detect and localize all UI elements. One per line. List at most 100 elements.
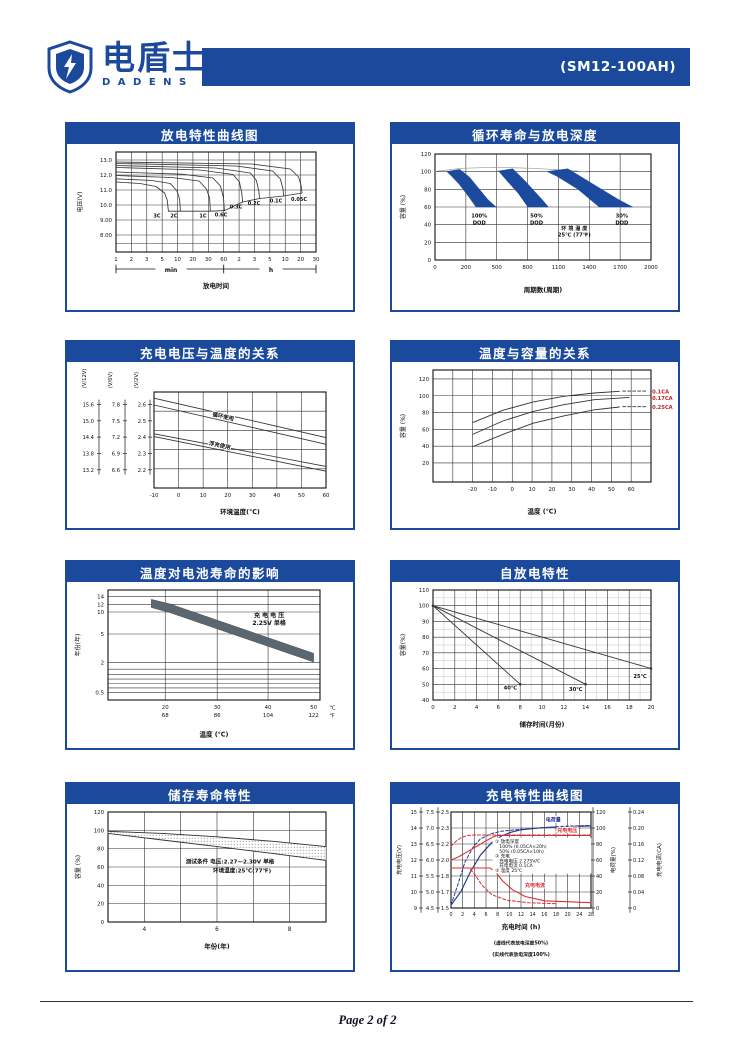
svg-text:2: 2 bbox=[237, 257, 240, 263]
svg-text:1.8: 1.8 bbox=[441, 874, 449, 880]
svg-text:104: 104 bbox=[263, 713, 274, 719]
svg-text:20: 20 bbox=[424, 240, 431, 246]
svg-text:2.5: 2.5 bbox=[441, 810, 449, 816]
page-number: Page 2 of 2 bbox=[338, 1013, 397, 1027]
svg-text:50: 50 bbox=[608, 487, 615, 493]
svg-text:0.2C: 0.2C bbox=[248, 201, 261, 207]
svg-text:13.2: 13.2 bbox=[82, 468, 94, 474]
svg-text:8: 8 bbox=[518, 705, 522, 711]
chart-panel-charge-voltage-temp: 充电电压与温度的关系 -10 0 10 20 30 40 50 60 15.6 15.0 14.4 1… bbox=[65, 340, 355, 530]
svg-text:120: 120 bbox=[421, 152, 432, 158]
svg-text:80: 80 bbox=[422, 411, 429, 417]
svg-text:电荷量: 电荷量 bbox=[546, 817, 561, 824]
svg-text:110: 110 bbox=[419, 588, 430, 594]
charge-characteristic-chart: 0 2 4 6 8 10 12 14 16 18 20 24 2815141312111097.57.0… bbox=[395, 807, 663, 958]
svg-text:4.5: 4.5 bbox=[426, 906, 434, 912]
self-discharge-chart: 0 2 4 6 8 10 12 14 16 18 20 110 100 90 80 70 60 50 40 40℃ 30… bbox=[399, 588, 655, 728]
svg-text:12: 12 bbox=[560, 705, 567, 711]
svg-text:容量 (%): 容量 (%) bbox=[399, 195, 407, 219]
svg-text:测试条件 电压:2.27—2.30V 单格: 测试条件 电压:2.27—2.30V 单格 bbox=[186, 858, 275, 866]
svg-text:温度 (℃): 温度 (℃) bbox=[199, 729, 228, 738]
svg-text:14: 14 bbox=[97, 595, 104, 601]
svg-text:14.4: 14.4 bbox=[82, 435, 94, 441]
svg-text:15: 15 bbox=[411, 810, 417, 816]
svg-text:电荷量(%): 电荷量(%) bbox=[609, 847, 617, 873]
svg-text:4: 4 bbox=[475, 705, 479, 711]
svg-text:12: 12 bbox=[518, 912, 524, 918]
svg-text:40: 40 bbox=[273, 493, 280, 499]
svg-text:0.08: 0.08 bbox=[633, 874, 644, 880]
svg-text:③ 温度 25℃: ③ 温度 25℃ bbox=[495, 867, 522, 874]
svg-text:100: 100 bbox=[419, 604, 430, 610]
svg-text:年份(年): 年份(年) bbox=[74, 634, 82, 657]
svg-text:0: 0 bbox=[101, 920, 105, 926]
svg-text:3C: 3C bbox=[153, 214, 160, 220]
svg-text:10: 10 bbox=[174, 257, 181, 263]
svg-text:13: 13 bbox=[411, 842, 417, 848]
svg-text:-10: -10 bbox=[488, 487, 497, 493]
svg-text:充电电流: 充电电流 bbox=[525, 882, 545, 889]
svg-text:12.0: 12.0 bbox=[100, 173, 113, 179]
svg-text:5.0: 5.0 bbox=[426, 890, 434, 896]
svg-text:60: 60 bbox=[596, 858, 602, 864]
svg-text:100: 100 bbox=[421, 170, 432, 176]
chart-title-self-discharge: 自放电特性 bbox=[392, 562, 678, 582]
svg-text:年份(年): 年份(年) bbox=[204, 941, 229, 950]
svg-text:充电电压: 充电电压 bbox=[557, 827, 577, 834]
svg-text:6: 6 bbox=[497, 705, 501, 711]
svg-text:9: 9 bbox=[414, 906, 417, 912]
svg-text:6.0: 6.0 bbox=[426, 858, 434, 864]
chart-title-storage-life: 储存寿命特性 bbox=[67, 784, 353, 804]
svg-text:28: 28 bbox=[588, 912, 594, 918]
svg-text:2.3: 2.3 bbox=[441, 826, 449, 832]
svg-text:0.6C: 0.6C bbox=[215, 213, 228, 219]
svg-text:2: 2 bbox=[130, 257, 133, 263]
svg-text:60: 60 bbox=[220, 257, 227, 263]
svg-text:环境温度:25℃(77℉): 环境温度:25℃(77℉) bbox=[213, 867, 272, 875]
chart-title-temp-capacity: 温度与容量的关系 bbox=[392, 342, 678, 362]
chart-panel-discharge: 放电特性曲线图 1 2 3 5 10 20 30 60 2 3 5 10 20 30 13.0 12.0 11.… bbox=[65, 122, 355, 312]
svg-text:0.1CA: 0.1CA bbox=[652, 390, 669, 396]
svg-text:50: 50 bbox=[310, 705, 317, 711]
brand-logo: 电盾士 DADENS bbox=[44, 39, 207, 94]
svg-text:1.5: 1.5 bbox=[441, 906, 449, 912]
svg-text:50%: 50% bbox=[530, 214, 543, 220]
svg-text:40: 40 bbox=[422, 698, 429, 704]
svg-text:40: 40 bbox=[265, 705, 272, 711]
chart-title-temp-life: 温度对电池寿命的影响 bbox=[67, 562, 353, 582]
svg-text:0: 0 bbox=[449, 912, 452, 918]
svg-text:2: 2 bbox=[101, 661, 104, 667]
svg-text:10: 10 bbox=[506, 912, 512, 918]
svg-text:13.0: 13.0 bbox=[100, 158, 113, 164]
svg-text:122: 122 bbox=[308, 713, 318, 719]
svg-text:20: 20 bbox=[548, 487, 555, 493]
chart-panel-temp-life: 温度对电池寿命的影响 20 30 40 50 68 86 104 122 14 12 10 5 2 0.5… bbox=[65, 560, 355, 750]
svg-text:8: 8 bbox=[288, 927, 292, 933]
svg-text:① 放电深度: ① 放电深度 bbox=[495, 838, 519, 845]
svg-text:容量(%): 容量(%) bbox=[399, 634, 407, 656]
svg-text:1700: 1700 bbox=[613, 265, 627, 271]
svg-text:10: 10 bbox=[411, 890, 417, 896]
svg-text:20: 20 bbox=[189, 257, 196, 263]
svg-text:20: 20 bbox=[565, 912, 571, 918]
svg-text:20: 20 bbox=[596, 890, 602, 896]
svg-text:40: 40 bbox=[424, 223, 431, 229]
svg-text:2.2: 2.2 bbox=[441, 842, 449, 848]
svg-text:80: 80 bbox=[596, 842, 602, 848]
svg-text:7.2: 7.2 bbox=[112, 435, 120, 441]
svg-text:2.5: 2.5 bbox=[138, 419, 146, 425]
svg-text:30: 30 bbox=[214, 705, 221, 711]
shield-logo-icon bbox=[47, 40, 93, 94]
svg-text:(V/6V): (V/6V) bbox=[108, 372, 114, 388]
svg-text:(V/2V): (V/2V) bbox=[134, 372, 140, 388]
svg-text:60: 60 bbox=[97, 865, 104, 871]
svg-text:min: min bbox=[165, 267, 178, 274]
svg-text:10: 10 bbox=[282, 257, 289, 263]
svg-text:30: 30 bbox=[568, 487, 575, 493]
svg-text:40: 40 bbox=[97, 883, 104, 889]
svg-text:2000: 2000 bbox=[644, 265, 658, 271]
chart-panel-cycle-life: 循环寿命与放电深度 0 200 500 800 1100 1400 1700 2000 120 1… bbox=[390, 122, 680, 312]
svg-text:60: 60 bbox=[628, 487, 635, 493]
svg-text:10: 10 bbox=[539, 705, 546, 711]
